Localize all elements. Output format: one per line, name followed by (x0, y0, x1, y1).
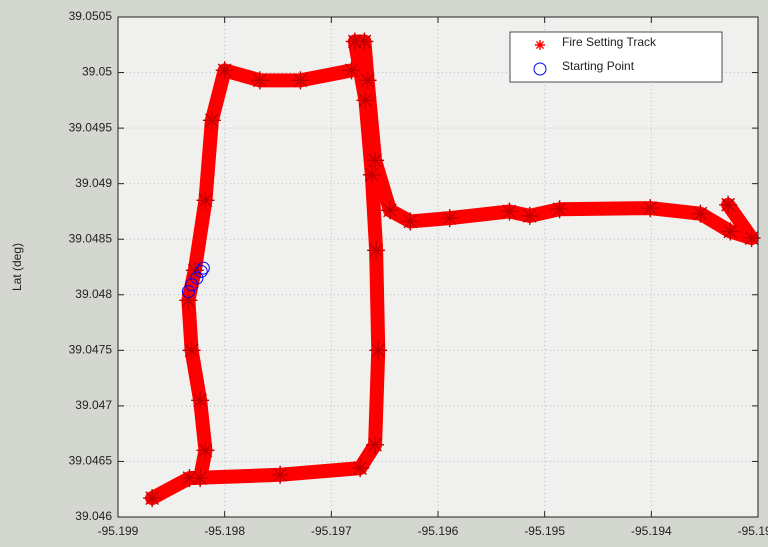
track-point (369, 341, 387, 359)
track-point (343, 61, 361, 79)
x-tick-label: -95.197 (311, 524, 352, 538)
track-point (216, 61, 234, 79)
track-point (691, 205, 709, 223)
chart: Lat (deg) 39.046 39.0465 39.047 39.0475 39.0… (0, 0, 768, 547)
track-point (143, 489, 161, 507)
track-point (359, 71, 377, 89)
y-tick-label: 39.048 (75, 287, 112, 301)
x-tick-label: -95.195 (524, 524, 565, 538)
x-tick-label: -95.193 (738, 524, 768, 538)
y-tick-label: 39.05 (82, 65, 112, 79)
track-point (271, 466, 289, 484)
track-point (719, 196, 737, 214)
track-point (401, 212, 419, 230)
legend-label: Fire Setting Track (562, 35, 657, 49)
y-tick-label: 39.049 (75, 176, 112, 190)
track-point (551, 200, 569, 218)
track-point (196, 191, 214, 209)
track-point (500, 202, 518, 220)
x-tick-label: -95.198 (204, 524, 245, 538)
track-point (191, 391, 209, 409)
track-point (196, 441, 214, 459)
track-point (521, 207, 539, 225)
track-point (363, 166, 381, 184)
track-point (721, 222, 739, 240)
y-tick-label: 39.0475 (69, 343, 113, 357)
x-tick-label: -95.196 (418, 524, 459, 538)
track-point (381, 201, 399, 219)
track-point (179, 291, 197, 309)
y-tick-label: 39.046 (75, 509, 112, 523)
track-point (291, 71, 309, 89)
track-point (366, 436, 384, 454)
y-tick-label: 39.0485 (69, 231, 113, 245)
track-point (356, 91, 374, 109)
track-point (367, 241, 385, 259)
y-axis-label: Lat (deg) (10, 243, 24, 291)
legend-label: Starting Point (562, 59, 635, 73)
page: Lat (deg) 39.046 39.0465 39.047 39.0475 39.0… (0, 0, 768, 547)
track-point (351, 459, 369, 477)
x-tick-label: -95.199 (98, 524, 139, 538)
y-tick-label: 39.0505 (69, 9, 113, 23)
y-tick-label: 39.0495 (69, 120, 113, 134)
track-point (366, 151, 384, 169)
track-point (355, 32, 373, 50)
track-point (251, 71, 269, 89)
track-point (183, 341, 201, 359)
y-tick-label: 39.047 (75, 398, 112, 412)
track-point (641, 199, 659, 217)
y-tick-label: 39.0465 (69, 454, 113, 468)
track-point (441, 209, 459, 227)
x-tick-label: -95.194 (631, 524, 672, 538)
track-point (191, 469, 209, 487)
track-point (203, 111, 221, 129)
legend-marker (535, 40, 545, 50)
